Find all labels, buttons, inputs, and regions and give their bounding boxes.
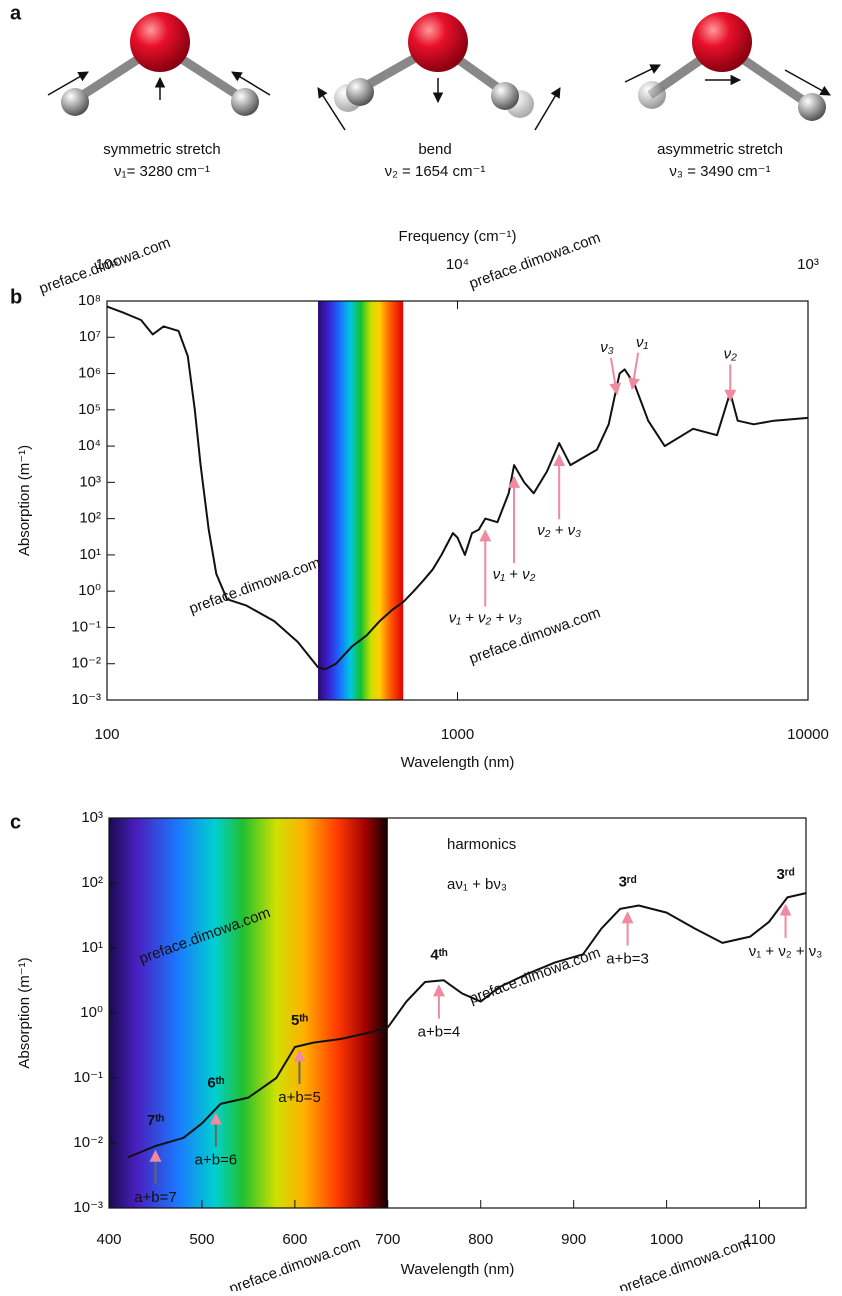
harmonic-label: 3ʳᵈ: [777, 866, 795, 883]
x2-tick-label: 10³: [797, 256, 819, 273]
visible-band: [318, 301, 404, 700]
molecule: [624, 12, 831, 121]
y-tick-label: 10⁻²: [71, 655, 101, 672]
annotation-arrow: [628, 352, 640, 390]
x-tick-label: 800: [468, 1231, 493, 1248]
watermark: preface.dimowa.com: [37, 234, 173, 297]
x-tick-label: 600: [282, 1231, 307, 1248]
x-tick-label: 1100: [743, 1231, 775, 1248]
harmonic-label: 3ʳᵈ: [619, 874, 637, 891]
annotation-label: ν₃: [600, 339, 614, 356]
y-tick-label: 10⁻¹: [71, 618, 101, 635]
y-tick-label: 10⁰: [80, 1004, 103, 1021]
x-tick-label: 400: [96, 1231, 121, 1248]
y-tick-label: 10⁷: [79, 328, 101, 345]
annotation-label: ν₂: [724, 345, 738, 362]
y-tick-label: 10⁻³: [71, 691, 101, 708]
x-tick-label: 10000: [787, 726, 829, 743]
x2-tick-label: 10⁵: [96, 256, 119, 273]
mode-frequency: ν₃ = 3490 cm⁻¹: [669, 163, 770, 180]
y-tick-label: 10⁻¹: [73, 1069, 103, 1086]
panel-letter: a: [10, 2, 22, 24]
annotation-label: ν₁: [636, 334, 649, 351]
y-tick-label: 10¹: [81, 939, 103, 956]
y-tick-label: 10⁻³: [73, 1199, 103, 1216]
harmonic-label: 6ᵗʰ: [207, 1075, 225, 1092]
absorption-curve: [127, 892, 807, 1159]
x2-axis-label: Frequency (cm⁻¹): [399, 228, 517, 245]
annotation-label: ν₂ + ν₃: [537, 522, 581, 539]
molecule: [47, 12, 271, 116]
y-tick-label: 10²: [81, 874, 103, 891]
y-tick-label: 10¹: [79, 546, 101, 563]
plot-frame: [106, 300, 809, 701]
mode-frequency: ν₁= 3280 cm⁻¹: [114, 163, 210, 180]
annotation-label: ν₁ + ν₂: [493, 566, 536, 583]
harmonic-sub: ν₁ + ν₂ + ν₃: [749, 943, 823, 960]
harmonic-label: 7ᵗʰ: [147, 1112, 165, 1129]
mode-name: asymmetric stretch: [657, 141, 783, 158]
note: harmonics: [447, 836, 516, 853]
note: aν₁ + bν₃: [447, 876, 507, 893]
mode-name: bend: [418, 141, 451, 158]
x-tick-label: 1000: [441, 726, 474, 743]
y-tick-label: 10⁰: [78, 582, 101, 599]
annotation-arrow: [609, 357, 622, 396]
molecule: [317, 12, 561, 131]
y-tick-label: 10⁻²: [73, 1134, 103, 1151]
x-axis-label: Wavelength (nm): [401, 754, 515, 771]
harmonic-label: 4ᵗʰ: [430, 947, 448, 964]
x-tick-label: 700: [375, 1231, 400, 1248]
mode-name: symmetric stretch: [103, 141, 221, 158]
mode-frequency: ν₂ = 1654 cm⁻¹: [385, 163, 486, 180]
x-axis-label: Wavelength (nm): [401, 1261, 515, 1278]
harmonic-sub: a+b=5: [278, 1089, 321, 1106]
watermark: preface.dimowa.com: [617, 1234, 753, 1291]
y-axis-label: Absorption (m⁻¹): [16, 957, 33, 1068]
harmonic-sub: a+b=4: [418, 1024, 461, 1041]
y-tick-label: 10⁴: [78, 437, 101, 454]
panel-letter: b: [10, 286, 22, 308]
y-tick-label: 10⁸: [78, 292, 101, 309]
y-tick-label: 10³: [79, 473, 101, 490]
y-tick-label: 10²: [79, 510, 101, 527]
x2-tick-label: 10⁴: [446, 256, 469, 273]
x-tick-label: 500: [189, 1231, 214, 1248]
harmonic-sub: a+b=7: [134, 1189, 177, 1206]
watermark: preface.dimowa.com: [187, 554, 323, 617]
annotation-label: ν₁ + ν₂ + ν₃: [449, 610, 522, 627]
x-tick-label: 900: [561, 1231, 586, 1248]
harmonic-sub: a+b=3: [606, 951, 649, 968]
y-tick-label: 10³: [81, 809, 103, 826]
watermark: preface.dimowa.com: [467, 944, 603, 1007]
panel-letter: c: [10, 811, 21, 833]
harmonic-sub: a+b=6: [195, 1152, 238, 1169]
visible-band: [109, 818, 388, 1208]
x-tick-label: 1000: [650, 1231, 683, 1248]
y-tick-label: 10⁵: [78, 401, 101, 418]
y-axis-label: Absorption (m⁻¹): [16, 445, 33, 556]
x-tick-label: 100: [94, 726, 119, 743]
y-tick-label: 10⁶: [78, 365, 101, 382]
harmonic-label: 5ᵗʰ: [291, 1012, 309, 1029]
